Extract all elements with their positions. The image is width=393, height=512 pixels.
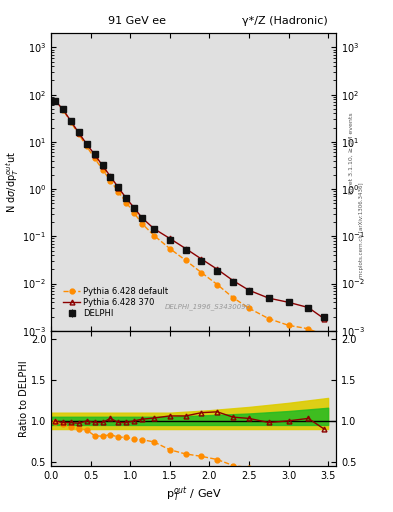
Legend: Pythia 6.428 default, Pythia 6.428 370, DELPHI: Pythia 6.428 default, Pythia 6.428 370, … bbox=[61, 285, 171, 321]
Pythia 6.428 370 bbox=[100, 162, 105, 168]
Pythia 6.428 default bbox=[215, 282, 220, 288]
Pythia 6.428 default bbox=[61, 106, 65, 113]
Pythia 6.428 370 bbox=[61, 106, 65, 113]
Pythia 6.428 default bbox=[167, 245, 172, 251]
Pythia 6.428 default bbox=[140, 221, 145, 227]
Pythia 6.428 370 bbox=[246, 287, 251, 293]
Pythia 6.428 370 bbox=[231, 278, 235, 284]
Pythia 6.428 370 bbox=[76, 130, 81, 136]
Line: Pythia 6.428 default: Pythia 6.428 default bbox=[53, 98, 327, 338]
Text: γ*/Z (Hadronic): γ*/Z (Hadronic) bbox=[242, 16, 328, 26]
Pythia 6.428 370 bbox=[68, 118, 73, 124]
Pythia 6.428 370 bbox=[84, 141, 89, 147]
Y-axis label: Ratio to DELPHI: Ratio to DELPHI bbox=[20, 360, 29, 437]
Pythia 6.428 default bbox=[68, 119, 73, 125]
Pythia 6.428 default bbox=[100, 166, 105, 173]
Text: mcplots.cern.ch [arXiv:1306.3436]: mcplots.cern.ch [arXiv:1306.3436] bbox=[359, 183, 364, 278]
Pythia 6.428 default bbox=[286, 322, 291, 328]
Y-axis label: N d$\sigma$/dp$_T^{out}$ut: N d$\sigma$/dp$_T^{out}$ut bbox=[4, 151, 21, 213]
Pythia 6.428 default bbox=[76, 131, 81, 137]
Pythia 6.428 370 bbox=[322, 315, 327, 322]
Pythia 6.428 default bbox=[322, 332, 327, 338]
Text: 91 GeV ee: 91 GeV ee bbox=[108, 16, 165, 26]
Pythia 6.428 default bbox=[116, 188, 121, 195]
Pythia 6.428 370 bbox=[132, 205, 136, 211]
Text: DELPHI_1996_S3430090: DELPHI_1996_S3430090 bbox=[165, 304, 251, 310]
Pythia 6.428 default bbox=[108, 178, 113, 184]
Pythia 6.428 default bbox=[124, 200, 129, 206]
Pythia 6.428 default bbox=[152, 232, 156, 239]
Pythia 6.428 370 bbox=[183, 245, 188, 251]
Pythia 6.428 370 bbox=[116, 184, 121, 190]
Pythia 6.428 default bbox=[266, 315, 271, 322]
Line: Pythia 6.428 370: Pythia 6.428 370 bbox=[53, 98, 327, 321]
Pythia 6.428 370 bbox=[266, 295, 271, 301]
Pythia 6.428 370 bbox=[92, 152, 97, 158]
Pythia 6.428 370 bbox=[167, 236, 172, 242]
Pythia 6.428 default bbox=[306, 326, 311, 332]
Pythia 6.428 370 bbox=[140, 215, 145, 221]
Pythia 6.428 370 bbox=[306, 305, 311, 311]
Pythia 6.428 370 bbox=[108, 174, 113, 180]
Pythia 6.428 default bbox=[132, 210, 136, 216]
Pythia 6.428 370 bbox=[53, 97, 57, 103]
Pythia 6.428 default bbox=[246, 305, 251, 311]
Pythia 6.428 default bbox=[92, 155, 97, 161]
Pythia 6.428 default bbox=[53, 98, 57, 104]
Pythia 6.428 default bbox=[199, 269, 204, 275]
Pythia 6.428 default bbox=[183, 257, 188, 263]
Text: Rivet 3.1.10, ≥ 3M events: Rivet 3.1.10, ≥ 3M events bbox=[349, 113, 354, 195]
Pythia 6.428 370 bbox=[152, 226, 156, 232]
Pythia 6.428 370 bbox=[124, 195, 129, 201]
X-axis label: p$_T^{out}$ / GeV: p$_T^{out}$ / GeV bbox=[165, 485, 222, 503]
Pythia 6.428 370 bbox=[199, 256, 204, 262]
Pythia 6.428 370 bbox=[215, 266, 220, 272]
Pythia 6.428 default bbox=[231, 294, 235, 301]
Pythia 6.428 default bbox=[84, 143, 89, 150]
Pythia 6.428 370 bbox=[286, 299, 291, 305]
